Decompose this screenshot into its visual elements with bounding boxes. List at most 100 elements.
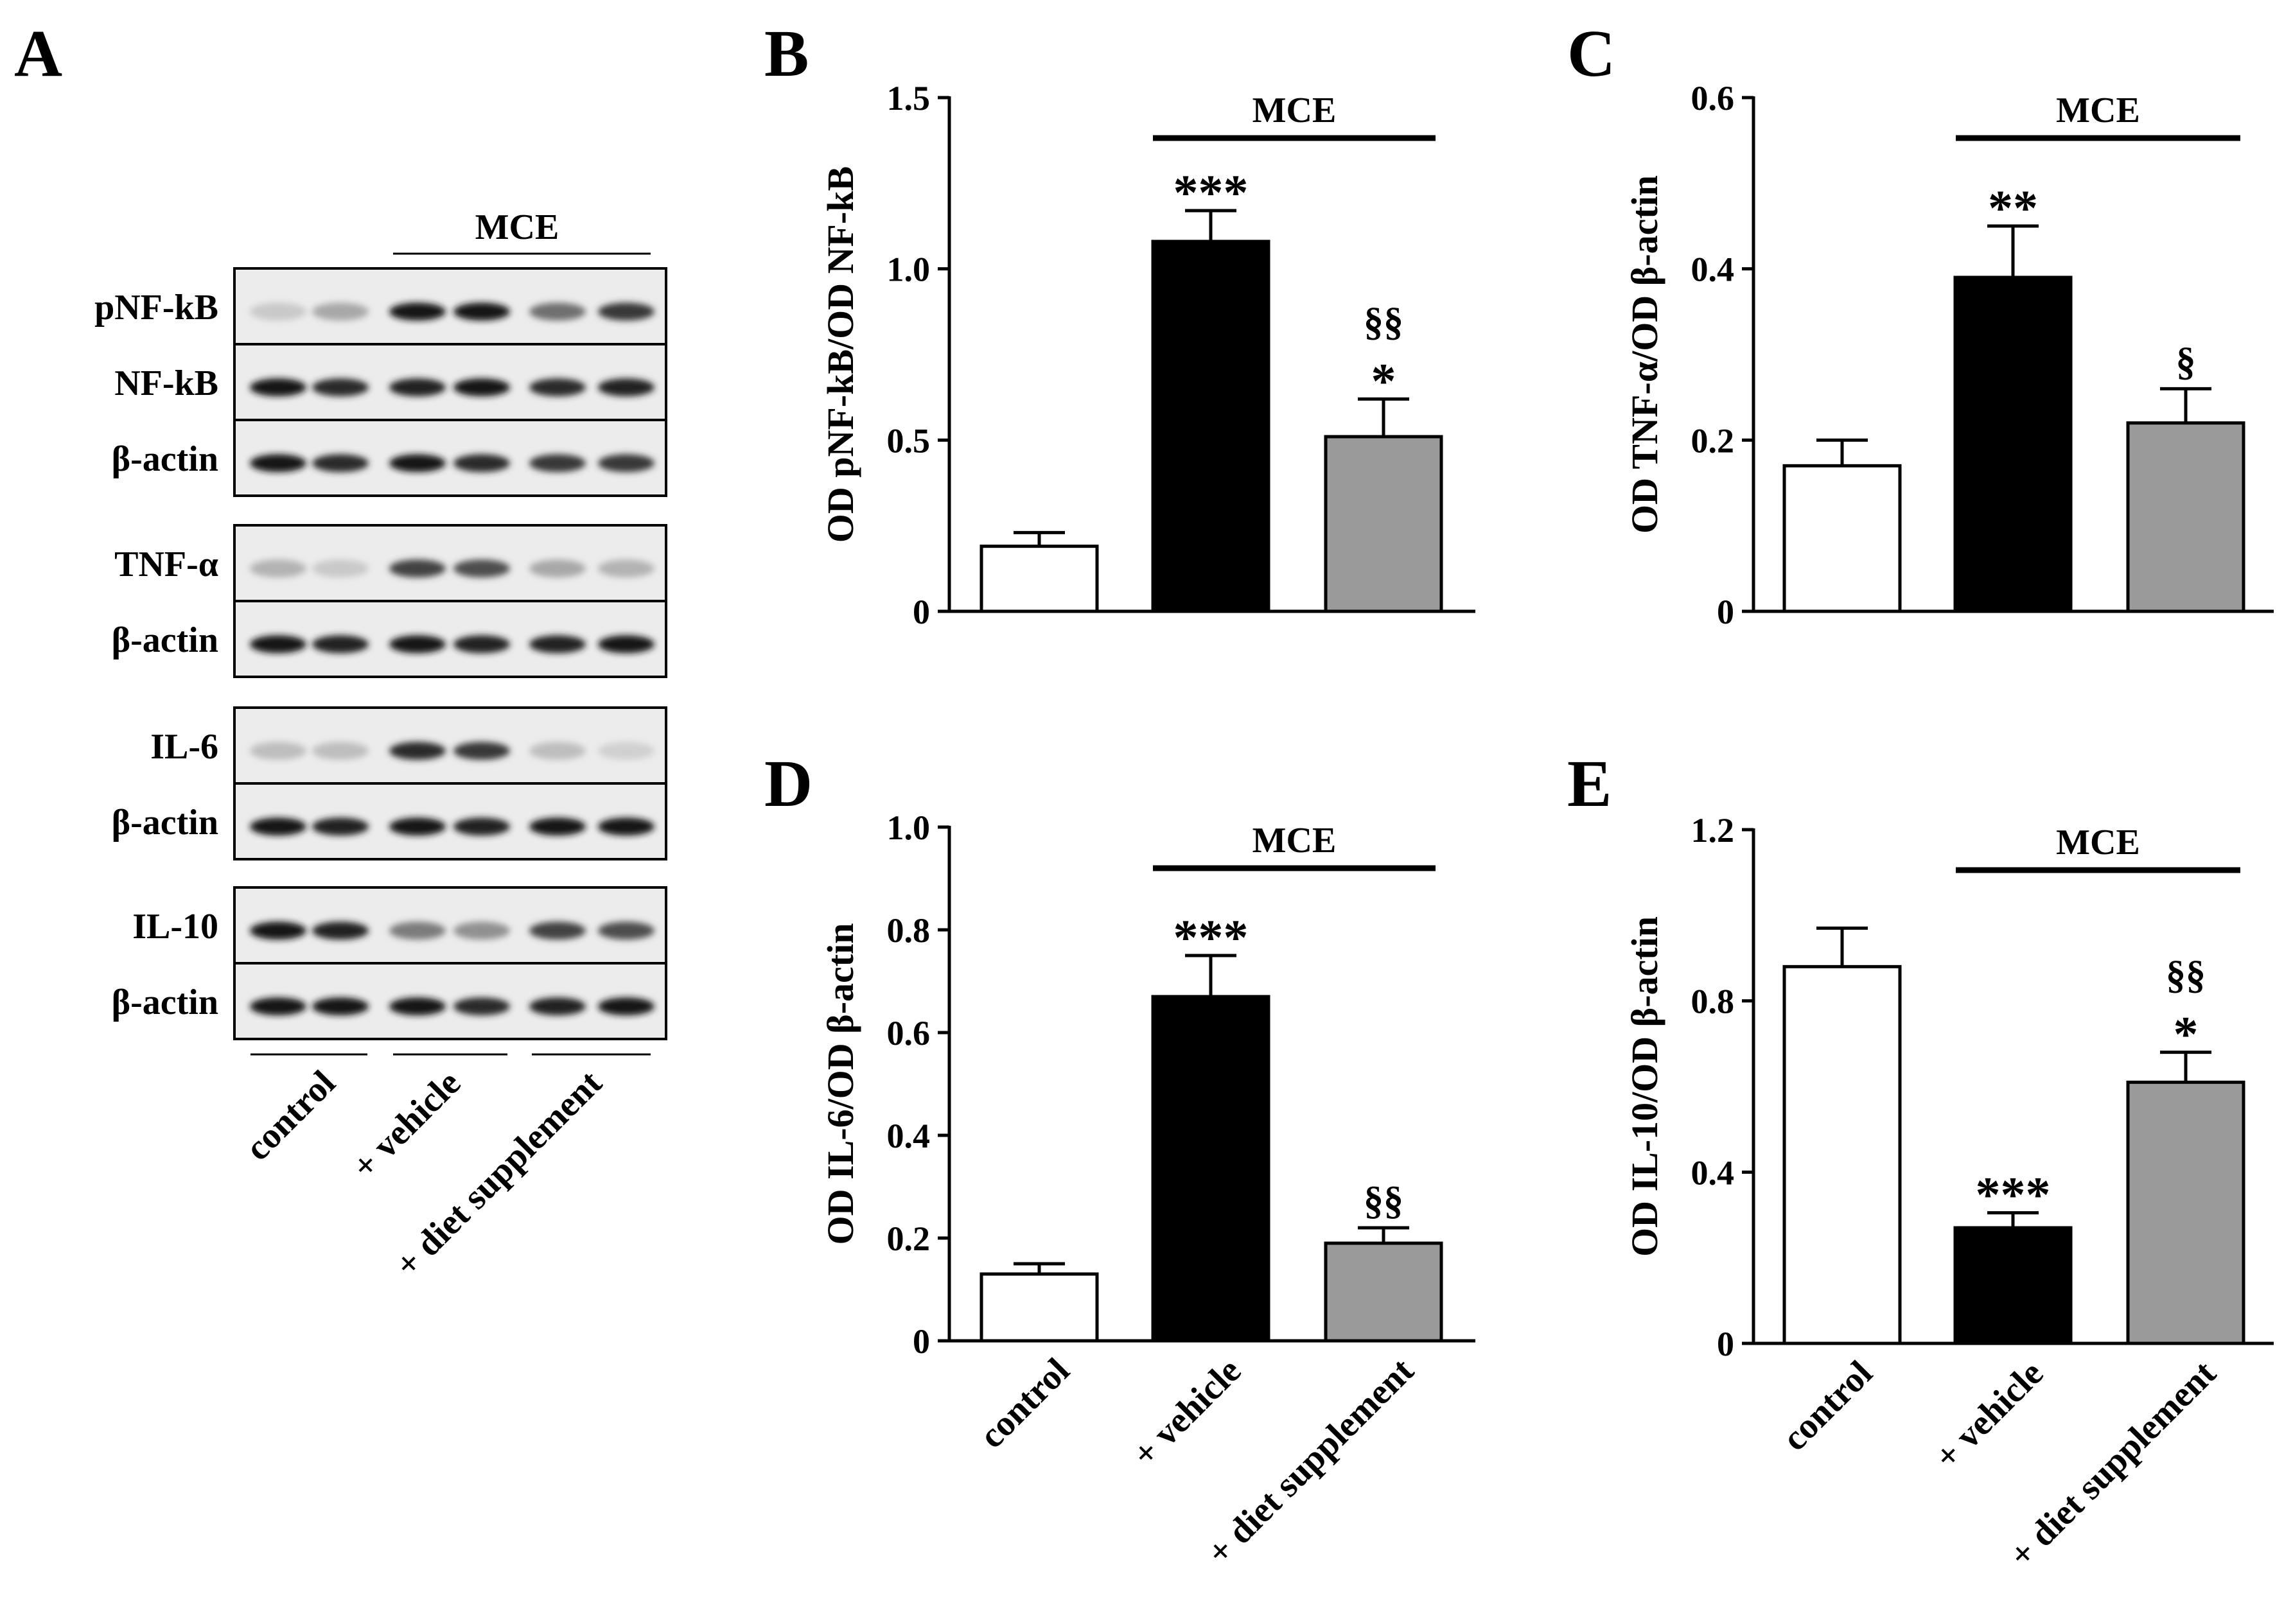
panel-letter: C xyxy=(1567,17,1615,91)
bar xyxy=(1151,240,1270,613)
blot-band xyxy=(312,817,369,836)
blot-block: pNF-kB NF-kB β-actin xyxy=(94,267,667,497)
blot-frame xyxy=(233,267,667,497)
blot-row-label: IL-6 xyxy=(150,727,218,767)
blot-band xyxy=(529,378,586,397)
blot-block: TNF-α β-actin xyxy=(112,524,667,678)
y-tick-label: 0.4 xyxy=(887,1117,931,1155)
blot-band xyxy=(389,559,446,578)
blot-band xyxy=(312,921,369,940)
blot-band xyxy=(250,635,306,654)
blot-band xyxy=(453,302,510,321)
y-tick-label: 1.0 xyxy=(887,250,931,289)
y-tick-label: 0.8 xyxy=(887,911,931,950)
x-tick-label: + vehicle xyxy=(1125,1350,1249,1474)
y-tick-label: 0 xyxy=(913,1322,930,1361)
blot-row-label: TNF-α xyxy=(114,545,218,584)
blot-band xyxy=(598,997,655,1016)
blot-band xyxy=(312,635,369,654)
blot-band xyxy=(389,921,446,940)
y-axis-label: OD IL-10/OD β-actin xyxy=(1624,916,1665,1257)
blot-band xyxy=(312,454,369,473)
y-tick-label: 0 xyxy=(913,593,930,631)
bar xyxy=(980,1272,1099,1343)
bar xyxy=(1953,275,2073,613)
blot-block: IL-6 β-actin xyxy=(112,706,667,860)
blot-band xyxy=(529,817,586,836)
blot-row-label: β-actin xyxy=(112,803,218,843)
y-tick-label: 0.5 xyxy=(887,421,931,460)
bar xyxy=(1324,1241,1443,1343)
blot-band xyxy=(598,378,655,397)
panel-letter: B xyxy=(764,17,809,91)
significance-marker: *** xyxy=(1976,1167,2051,1223)
y-tick-label: 0.4 xyxy=(1691,1153,1735,1192)
significance-marker: § xyxy=(2176,340,2196,383)
y-axis-label: OD TNF-α/OD β-actin xyxy=(1624,175,1665,534)
blot-band xyxy=(598,454,655,473)
y-tick-label: 0.4 xyxy=(1691,250,1735,289)
blot-band xyxy=(312,742,369,760)
blot-band xyxy=(453,559,510,578)
x-tick-label: + vehicle xyxy=(1927,1353,2051,1477)
blot-band xyxy=(389,378,446,397)
panel-letter: D xyxy=(764,747,813,821)
bar xyxy=(2126,421,2245,613)
blot-band xyxy=(389,635,446,654)
blot-band xyxy=(529,635,586,654)
mce-group-label: MCE xyxy=(2056,823,2140,862)
blot-group-labels: control + vehicle+ diet supplement xyxy=(238,1053,651,1285)
blot-band xyxy=(389,742,446,760)
bar xyxy=(1782,965,1902,1345)
blot-band xyxy=(312,559,369,578)
y-tick-label: 0 xyxy=(1717,1325,1734,1363)
y-tick-label: 0.2 xyxy=(887,1219,931,1258)
blot-band xyxy=(250,454,306,473)
chart-panel-d: D 0 0.2 0.4 0.6 0.8 1.0 OD IL-6/OD β-actin MCE co… xyxy=(764,747,1475,1573)
blot-band xyxy=(389,454,446,473)
chart-panel-b: B 0 0.5 1.0 1.5 OD pNF-kB/OD NF-kB MCE*** §§ * xyxy=(764,17,1475,631)
x-tick-label: control xyxy=(972,1350,1077,1456)
panel-a: A MCE pNF-kBNF-kBβ-actinTNF-αβ-actinIL-6… xyxy=(14,17,667,1285)
blot-band xyxy=(529,921,586,940)
blot-block: IL-10 β-actin xyxy=(112,886,667,1040)
panel-letter: E xyxy=(1567,747,1612,821)
blot-band xyxy=(598,635,655,654)
significance-marker: §§ xyxy=(1364,300,1403,344)
blot-band xyxy=(453,921,510,940)
blot-band xyxy=(598,817,655,836)
blot-band xyxy=(598,559,655,578)
mce-group-label: MCE xyxy=(2056,91,2140,130)
blot-band xyxy=(250,378,306,397)
x-tick-label: control xyxy=(1775,1353,1880,1458)
significance-marker: ** xyxy=(1988,180,2038,236)
blot-band xyxy=(529,559,586,578)
y-axis-label: OD pNF-kB/OD NF-kB xyxy=(820,166,861,543)
y-axis-label: OD IL-6/OD β-actin xyxy=(820,923,861,1245)
blot-band xyxy=(453,378,510,397)
y-tick-label: 0 xyxy=(1717,593,1734,631)
blot-band xyxy=(598,742,655,760)
x-tick-label: control xyxy=(238,1063,343,1168)
significance-marker: §§ xyxy=(1364,1179,1403,1223)
blot-band xyxy=(389,997,446,1016)
blot-band xyxy=(312,302,369,321)
blot-band xyxy=(453,817,510,836)
blot-band xyxy=(312,378,369,397)
blot-band xyxy=(312,997,369,1016)
blot-band xyxy=(529,997,586,1016)
x-tick-label: + vehicle xyxy=(344,1063,468,1187)
y-tick-label: 0.6 xyxy=(887,1014,931,1052)
blot-row-label: NF-kB xyxy=(114,363,218,403)
blot-band xyxy=(598,302,655,321)
mce-group-label: MCE xyxy=(1252,91,1337,130)
blot-band xyxy=(250,997,306,1016)
blot-band xyxy=(389,817,446,836)
blot-band xyxy=(250,742,306,760)
bar xyxy=(1151,995,1270,1343)
blot-band xyxy=(529,302,586,321)
chart-panel-e: E 0 0.4 0.8 1.2 OD IL-10/OD β-actin MCE control… xyxy=(1567,747,2274,1575)
chart-panel-c: C 0 0.2 0.4 0.6 OD TNF-α/OD β-actin MCE ** § xyxy=(1567,17,2274,631)
panel-letter-a: A xyxy=(14,17,62,91)
bar xyxy=(980,545,1099,613)
